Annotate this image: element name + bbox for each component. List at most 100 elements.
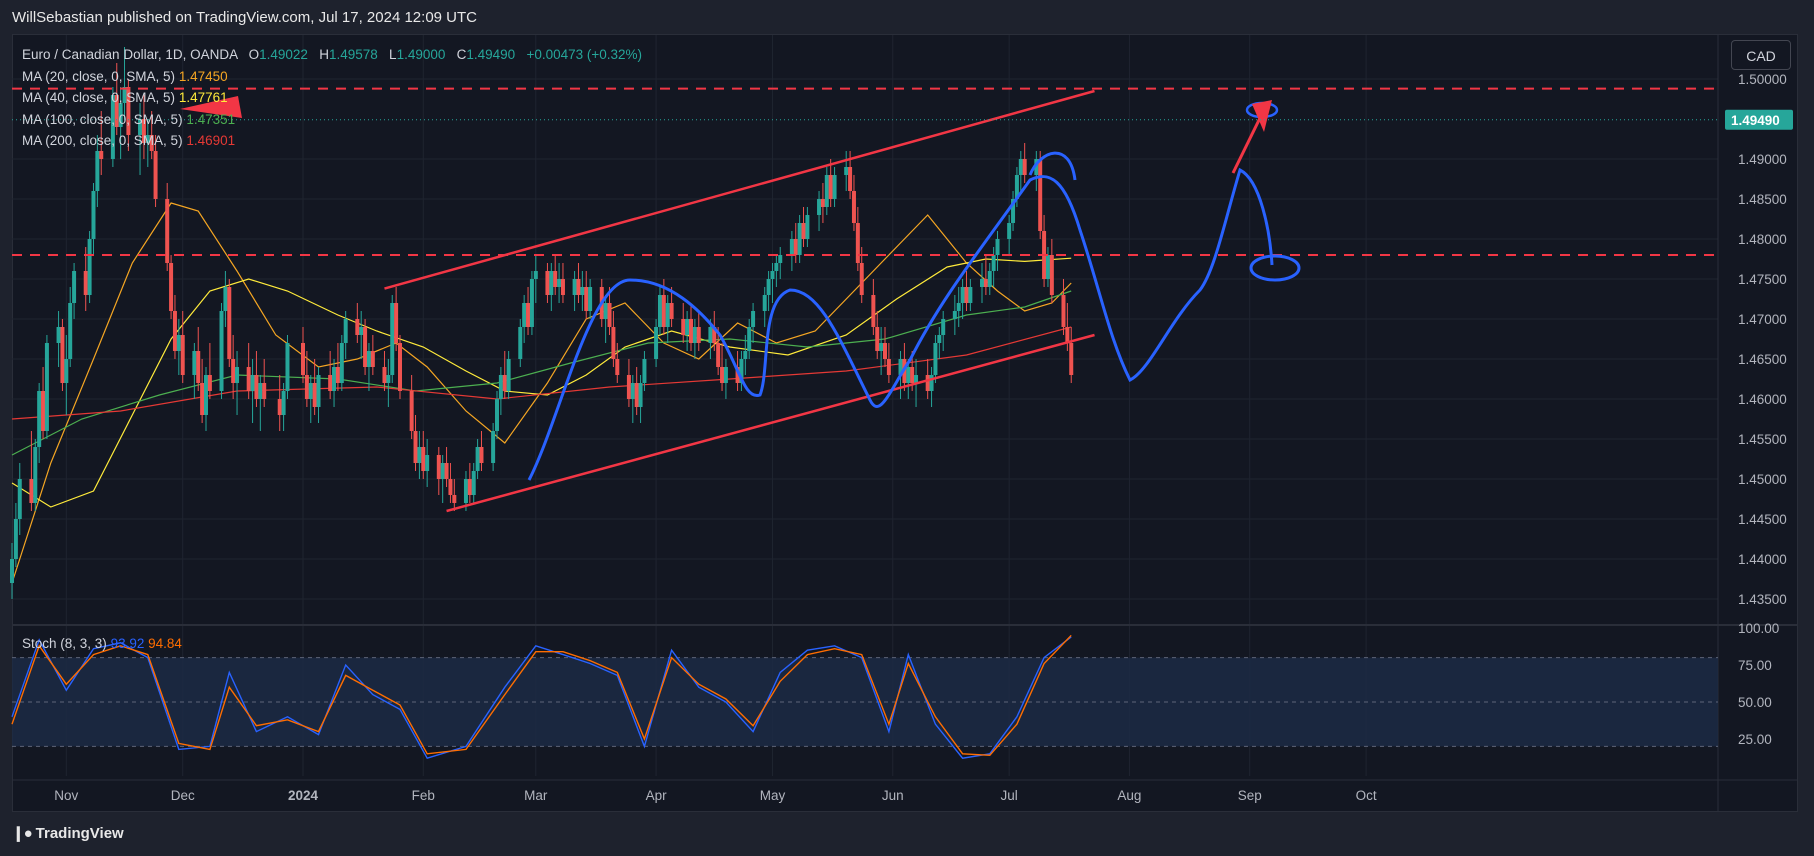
candle-up: [1011, 199, 1016, 223]
up-arrow-shaft: [1231, 117, 1262, 174]
channel-lower-line: [446, 333, 1095, 513]
candle-up: [192, 351, 197, 375]
time-tick-label: Mar: [524, 788, 548, 803]
price-tick-label: 1.46000: [1738, 392, 1787, 407]
candle-down: [859, 263, 864, 295]
candle-up: [952, 311, 957, 319]
candle-up: [879, 343, 884, 351]
price-tick-label: 1.48500: [1738, 192, 1787, 207]
ma40-value: 1.47761: [178, 90, 228, 105]
price-tick-label: 1.47000: [1738, 312, 1787, 327]
price-tick-label: 1.46500: [1738, 352, 1787, 367]
candle-down: [165, 199, 170, 263]
candle-up: [17, 479, 22, 519]
candle-up: [250, 375, 255, 391]
price-tick-label: 1.50000: [1738, 72, 1787, 87]
candle-up: [44, 343, 49, 431]
candle-up: [987, 271, 992, 287]
candle-up: [898, 359, 903, 375]
candle-down: [820, 199, 825, 207]
candle-up: [929, 375, 934, 391]
candle-down: [196, 351, 201, 383]
candle-down: [207, 375, 212, 391]
candle-up: [219, 311, 224, 391]
candle-down: [502, 375, 507, 391]
currency-button[interactable]: CAD: [1731, 40, 1791, 70]
candle-down: [712, 327, 717, 343]
candle-up: [914, 375, 919, 383]
legend-ma20-row[interactable]: MA (20, close, 0, SMA, 5) 1.47450: [22, 66, 642, 88]
candle-up: [778, 255, 783, 263]
candle-down: [1069, 343, 1074, 375]
footer-brand[interactable]: ❙● TradingView: [12, 824, 124, 842]
candle-up: [580, 287, 585, 295]
candle-down: [560, 279, 565, 295]
stoch-tick-label: 25.00: [1738, 732, 1772, 747]
legend-ma200-row[interactable]: MA (200, close, 0, SMA, 5) 1.46901: [22, 130, 642, 152]
close-value: 1.49490: [466, 47, 516, 62]
candle-up: [844, 167, 849, 175]
up-arrow-head: [1252, 100, 1272, 132]
price-axis: 1.50000 1.49000 1.48500 1.48000 1.47500 1.470…: [12, 72, 1793, 607]
candle-down: [126, 87, 131, 135]
candle-up: [933, 343, 938, 375]
ma20-label: MA (20, close, 0, SMA, 5): [22, 68, 176, 84]
time-tick-label: Jun: [882, 788, 904, 803]
candle-up: [64, 359, 69, 383]
candle-down: [421, 447, 426, 471]
candle-down: [370, 351, 375, 367]
open-value: 1.49022: [259, 47, 308, 62]
candle-down: [448, 479, 453, 495]
candle-up: [723, 367, 728, 383]
candle-down: [615, 359, 620, 375]
ma20-value: 1.47450: [178, 68, 228, 84]
candle-up: [941, 319, 946, 335]
candle-up: [956, 303, 961, 311]
candle-up: [770, 271, 775, 279]
candle-down: [1061, 295, 1066, 327]
candle-down: [828, 175, 833, 199]
chart-grid: [12, 35, 1798, 811]
candle-down: [669, 303, 674, 319]
candle-up: [386, 375, 391, 383]
candle-up: [805, 215, 810, 239]
candle-down: [141, 119, 146, 143]
candle-down: [607, 303, 612, 327]
candle-up: [549, 271, 554, 295]
low-value: 1.49000: [396, 47, 446, 62]
candle-down: [304, 375, 309, 399]
candle-up: [603, 303, 608, 319]
time-tick-label: May: [760, 788, 786, 803]
footer-brand-label: TradingView: [35, 825, 124, 842]
candle-up: [995, 239, 1000, 255]
candle-down: [1049, 255, 1054, 295]
candle-down: [29, 479, 34, 503]
candle-up: [747, 327, 752, 351]
candle-down: [394, 303, 399, 343]
time-tick-label: Aug: [1117, 788, 1141, 803]
candle-down: [99, 151, 104, 159]
close-label: C: [456, 47, 467, 62]
candle-down: [328, 375, 333, 391]
candle-up: [56, 327, 61, 343]
candle-up: [390, 303, 395, 375]
top-arc-drawing: [1028, 151, 1077, 181]
candle-up: [638, 383, 643, 407]
stoch-tick-label: 50.00: [1738, 695, 1772, 710]
stoch-legend[interactable]: Stoch (8, 3, 3) 93.92 94.84: [22, 636, 182, 651]
candle-up: [440, 463, 445, 479]
legend-ma100-row[interactable]: MA (100, close, 0, SMA, 5) 1.47351: [22, 109, 642, 131]
candle-up: [37, 391, 42, 447]
candle-down: [363, 327, 368, 367]
candle-down: [479, 447, 484, 463]
candle-down: [83, 271, 88, 295]
candle-down: [277, 399, 282, 415]
candle-up: [1034, 159, 1039, 175]
candle-up: [832, 175, 837, 199]
symbol-title[interactable]: Euro / Canadian Dollar, 1D, OANDA: [22, 47, 238, 62]
candle-up: [475, 447, 480, 471]
stoch-k-value: 93.92: [110, 636, 145, 651]
ma-line: [11, 202, 1072, 584]
legend-ma40-row[interactable]: MA (40, close, 0, SMA, 5) 1.47761: [22, 87, 642, 109]
